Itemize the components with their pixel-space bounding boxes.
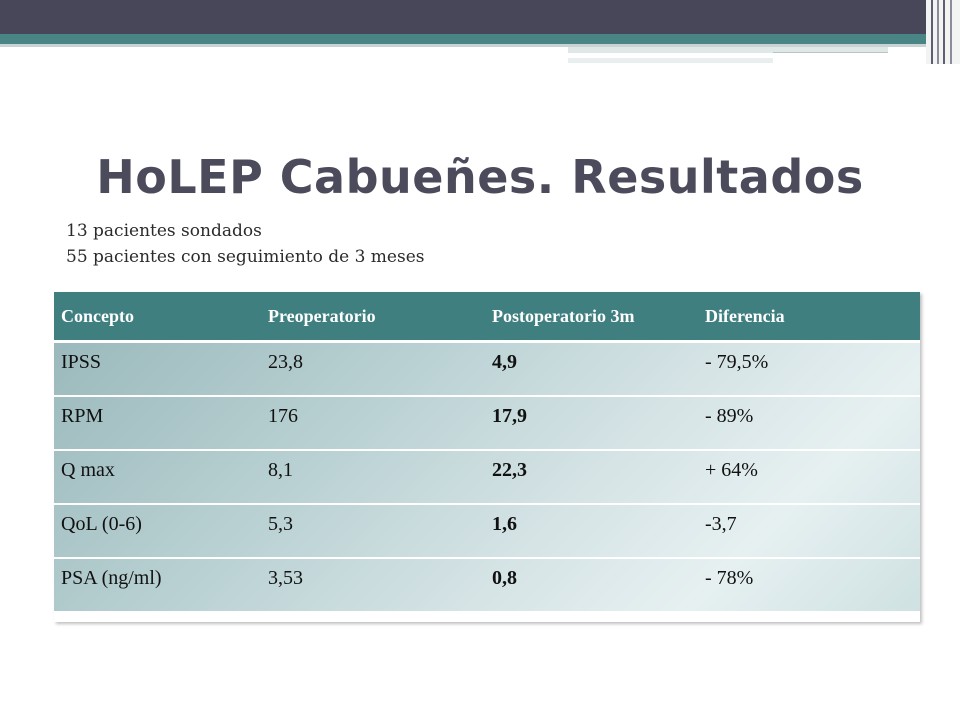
header-postoperatorio: Postoperatorio 3m [485, 292, 698, 343]
cell-postoperatorio: 4,9 [485, 340, 698, 397]
banner-grey-line [0, 44, 960, 47]
banner-corner-stripe [937, 0, 939, 64]
cell-concepto: RPM [54, 394, 261, 451]
cell-postoperatorio: 0,8 [485, 556, 698, 613]
slide-subtitle: 13 pacientes sondados 55 pacientes con s… [66, 218, 425, 270]
banner-accent-bar [568, 47, 888, 53]
header-preoperatorio: Preoperatorio [261, 292, 485, 343]
banner-teal-stripe [0, 34, 960, 44]
banner-corner-stripe [931, 0, 933, 64]
cell-concepto: PSA (ng/ml) [54, 556, 261, 613]
cell-concepto: Q max [54, 448, 261, 505]
cell-preoperatorio: 5,3 [261, 502, 485, 559]
cell-concepto: IPSS [54, 340, 261, 397]
cell-preoperatorio: 23,8 [261, 340, 485, 397]
cell-postoperatorio: 22,3 [485, 448, 698, 505]
table-row: Q max 8,1 22,3 + 64% [54, 448, 920, 505]
table-row: PSA (ng/ml) 3,53 0,8 - 78% [54, 556, 920, 613]
banner-accent-line [773, 52, 888, 53]
cell-diferencia: - 89% [698, 394, 920, 451]
table-row: QoL (0-6) 5,3 1,6 -3,7 [54, 502, 920, 559]
banner-corner-stripe [943, 0, 945, 64]
subtitle-line: 13 pacientes sondados [66, 221, 262, 241]
table-row: RPM 176 17,9 - 89% [54, 394, 920, 451]
cell-preoperatorio: 3,53 [261, 556, 485, 613]
top-banner [0, 0, 960, 34]
cell-preoperatorio: 176 [261, 394, 485, 451]
header-concepto: Concepto [54, 292, 261, 343]
table-header-row: Concepto Preoperatorio Postoperatorio 3m… [54, 292, 920, 343]
table-row: IPSS 23,8 4,9 - 79,5% [54, 340, 920, 397]
cell-diferencia: -3,7 [698, 502, 920, 559]
cell-postoperatorio: 17,9 [485, 394, 698, 451]
cell-diferencia: + 64% [698, 448, 920, 505]
results-table: Concepto Preoperatorio Postoperatorio 3m… [54, 292, 920, 613]
cell-preoperatorio: 8,1 [261, 448, 485, 505]
cell-diferencia: - 79,5% [698, 340, 920, 397]
banner-corner-stripe [950, 0, 952, 64]
header-diferencia: Diferencia [698, 292, 920, 343]
cell-postoperatorio: 1,6 [485, 502, 698, 559]
banner-accent-bar [568, 58, 773, 63]
subtitle-line: 55 pacientes con seguimiento de 3 meses [66, 247, 425, 267]
slide-title: HoLEP Cabueñes. Resultados [96, 150, 864, 204]
cell-concepto: QoL (0-6) [54, 502, 261, 559]
cell-diferencia: - 78% [698, 556, 920, 613]
